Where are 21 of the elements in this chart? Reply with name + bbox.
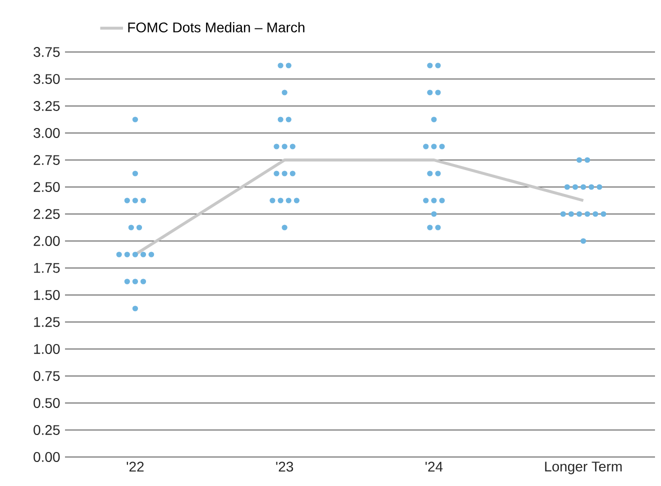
y-tick-label: 3.25 [34, 101, 60, 111]
y-tick-label: 2.25 [34, 209, 60, 219]
x-tick-label: Longer Term [545, 462, 622, 474]
y-tick-label: 2.00 [34, 236, 60, 246]
y-tick-label: 3.00 [34, 128, 60, 138]
y-tick-label: 1.50 [34, 290, 60, 300]
y-tick-label: 0.50 [34, 398, 60, 408]
x-tick-label: '24 [426, 462, 443, 472]
x-tick-label: '22 [126, 462, 144, 472]
legend-label: FOMC Dots Median – March [128, 22, 304, 32]
y-tick-label: 0.25 [34, 425, 60, 435]
y-tick-label: 3.50 [34, 74, 60, 84]
x-tick-label: '23 [276, 462, 294, 472]
y-tick-label: 1.00 [34, 344, 60, 354]
y-tick-label: 2.75 [34, 155, 60, 165]
y-tick-label: 1.75 [34, 263, 60, 273]
y-tick-label: 0.75 [34, 371, 60, 381]
y-tick-label: 0.00 [34, 452, 60, 462]
y-tick-label: 1.25 [34, 317, 60, 327]
y-tick-label: 2.50 [34, 182, 60, 192]
y-tick-label: 3.75 [34, 47, 60, 57]
